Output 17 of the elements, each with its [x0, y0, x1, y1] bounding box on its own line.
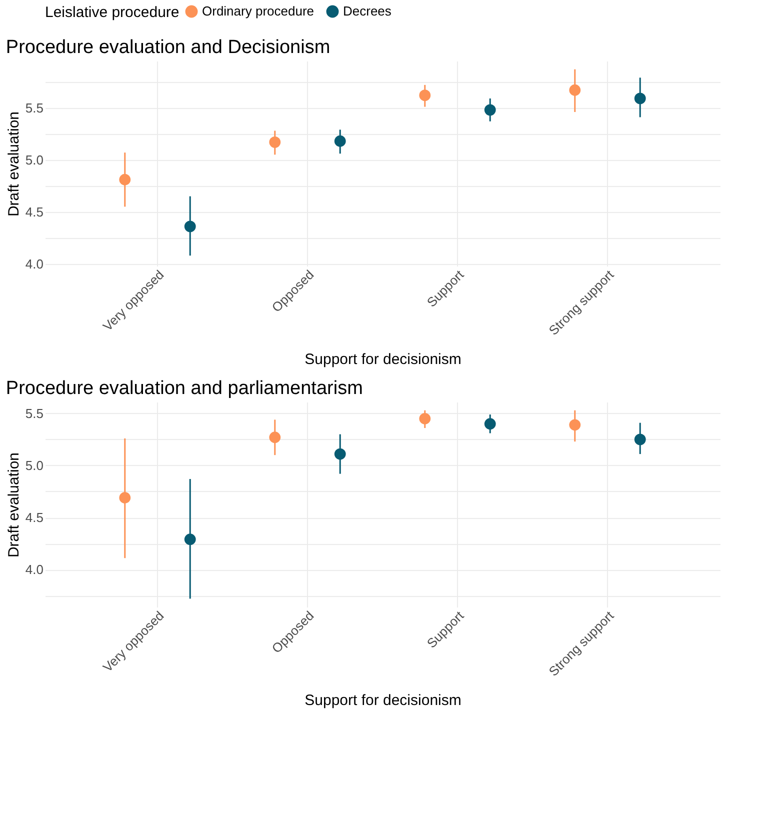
- y-tick-label: 5.0: [25, 152, 44, 168]
- y-axis-title: Draft evaluation: [5, 452, 22, 558]
- y-tick-label: 4.5: [25, 510, 44, 526]
- y-axis-title: Draft evaluation: [5, 111, 22, 217]
- legend-label: Decrees: [343, 4, 392, 19]
- y-tick-label: 4.5: [25, 204, 44, 220]
- y-tick-label: 4.0: [25, 562, 44, 578]
- y-tick-label: 5.5: [25, 100, 44, 116]
- y-tick-label: 4.0: [25, 256, 44, 272]
- legend-title: Leislative procedure: [45, 4, 180, 21]
- y-tick-label: 5.0: [25, 458, 44, 473]
- x-axis-title: Support for decisionism: [304, 692, 462, 709]
- y-tick-label: 5.5: [25, 406, 44, 421]
- legend-label: Ordinary procedure: [202, 4, 314, 19]
- chart-title: Procedure evaluation and Decisionism: [6, 37, 330, 58]
- x-axis-title: Support for decisionism: [304, 350, 462, 368]
- chart-title: Procedure evaluation and parliamentarism: [6, 378, 363, 399]
